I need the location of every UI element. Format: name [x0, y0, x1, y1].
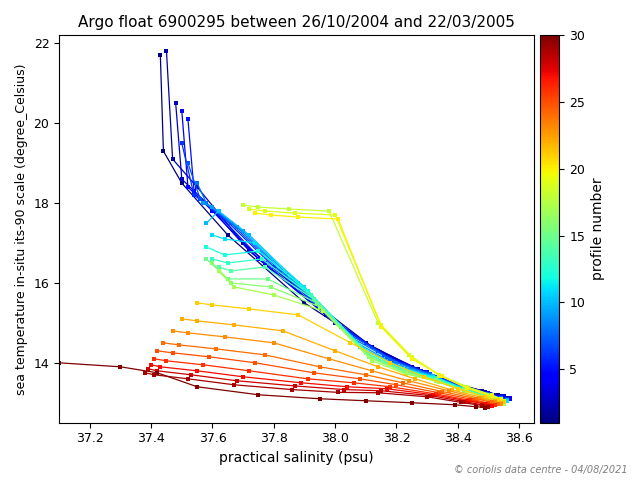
- Y-axis label: sea temperature in-situ its-90 scale (degree_Celsius): sea temperature in-situ its-90 scale (de…: [15, 63, 28, 395]
- Text: © coriolis data centre - 04/08/2021: © coriolis data centre - 04/08/2021: [454, 465, 627, 475]
- X-axis label: practical salinity (psu): practical salinity (psu): [220, 451, 374, 465]
- Y-axis label: profile number: profile number: [591, 178, 605, 280]
- Title: Argo float 6900295 between 26/10/2004 and 22/03/2005: Argo float 6900295 between 26/10/2004 an…: [78, 15, 515, 30]
